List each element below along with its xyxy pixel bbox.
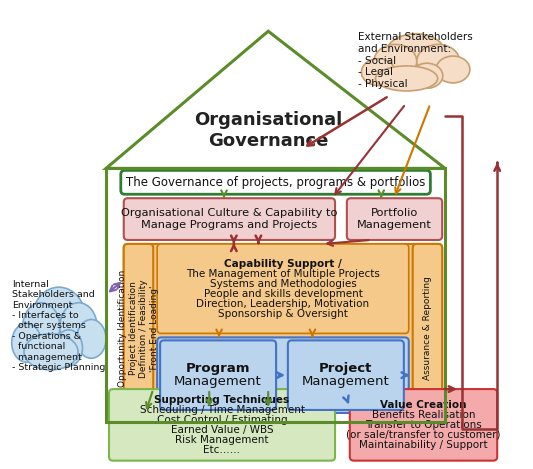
FancyBboxPatch shape (121, 170, 430, 194)
Text: Scheduling / Time Management: Scheduling / Time Management (140, 405, 304, 415)
Ellipse shape (361, 59, 395, 85)
Text: Etc……: Etc…… (204, 445, 240, 455)
Text: Benefits Realisation: Benefits Realisation (372, 410, 475, 420)
Text: Risk Management: Risk Management (175, 435, 269, 445)
Ellipse shape (376, 66, 438, 91)
Ellipse shape (55, 330, 83, 366)
FancyBboxPatch shape (124, 198, 335, 240)
FancyBboxPatch shape (160, 340, 276, 410)
Ellipse shape (12, 323, 41, 362)
Text: Program: Program (186, 362, 251, 375)
FancyBboxPatch shape (288, 340, 404, 410)
FancyBboxPatch shape (350, 389, 497, 461)
Text: Management: Management (174, 375, 262, 388)
Text: Assurance & Reporting: Assurance & Reporting (423, 277, 432, 380)
Ellipse shape (60, 303, 97, 352)
Text: Maintainability / Support: Maintainability / Support (359, 440, 488, 450)
Text: Earned Value / WBS: Earned Value / WBS (171, 425, 273, 435)
Text: Internal
Stakeholders and
Environment
- Interfaces to
  other systems
- Operatio: Internal Stakeholders and Environment - … (12, 280, 106, 372)
Text: Value Creation: Value Creation (380, 400, 467, 410)
Ellipse shape (24, 334, 78, 370)
FancyBboxPatch shape (413, 244, 442, 413)
Ellipse shape (436, 56, 470, 83)
FancyBboxPatch shape (124, 244, 442, 413)
Text: Project: Project (319, 362, 373, 375)
FancyBboxPatch shape (157, 244, 409, 333)
FancyBboxPatch shape (157, 337, 409, 413)
Ellipse shape (32, 287, 86, 352)
Text: Transfer to Operations: Transfer to Operations (365, 420, 482, 430)
Text: The Management of Multiple Projects: The Management of Multiple Projects (186, 269, 380, 279)
Text: Supporting Techniques: Supporting Techniques (155, 395, 289, 405)
Text: Sponsorship & Oversight: Sponsorship & Oversight (218, 309, 348, 319)
Text: Portfolio
Management: Portfolio Management (357, 208, 432, 230)
Ellipse shape (77, 319, 106, 358)
Ellipse shape (384, 34, 447, 78)
Text: (or sale/transfer to customer): (or sale/transfer to customer) (346, 430, 500, 440)
Text: Organisational Culture & Capability to
Manage Programs and Projects: Organisational Culture & Capability to M… (121, 208, 337, 230)
Text: People and skills development: People and skills development (204, 289, 362, 299)
Text: Management: Management (302, 375, 390, 388)
Text: Cost Control / Estimating: Cost Control / Estimating (157, 415, 287, 425)
Ellipse shape (417, 45, 460, 78)
FancyBboxPatch shape (347, 198, 442, 240)
Ellipse shape (374, 45, 417, 78)
Text: The Governance of projects, programs & portfolios: The Governance of projects, programs & p… (126, 176, 425, 189)
Text: Capability Support /: Capability Support / (224, 258, 342, 269)
Text: Organisational
Governance: Organisational Governance (194, 111, 342, 150)
Text: Systems and Methodologies: Systems and Methodologies (209, 279, 357, 288)
Text: External Stakeholders
and Environment:
- Social
- Legal
- Physical: External Stakeholders and Environment: -… (358, 32, 473, 89)
FancyBboxPatch shape (109, 389, 335, 461)
FancyBboxPatch shape (124, 244, 153, 413)
Ellipse shape (22, 303, 60, 352)
Text: Direction, Leadership, Motivation: Direction, Leadership, Motivation (196, 299, 369, 309)
Text: Opportunity Identification
Project Identification
Definition / Feasibility
'Fron: Opportunity Identification Project Ident… (118, 270, 159, 387)
Ellipse shape (411, 63, 443, 88)
Bar (106, 168, 445, 422)
